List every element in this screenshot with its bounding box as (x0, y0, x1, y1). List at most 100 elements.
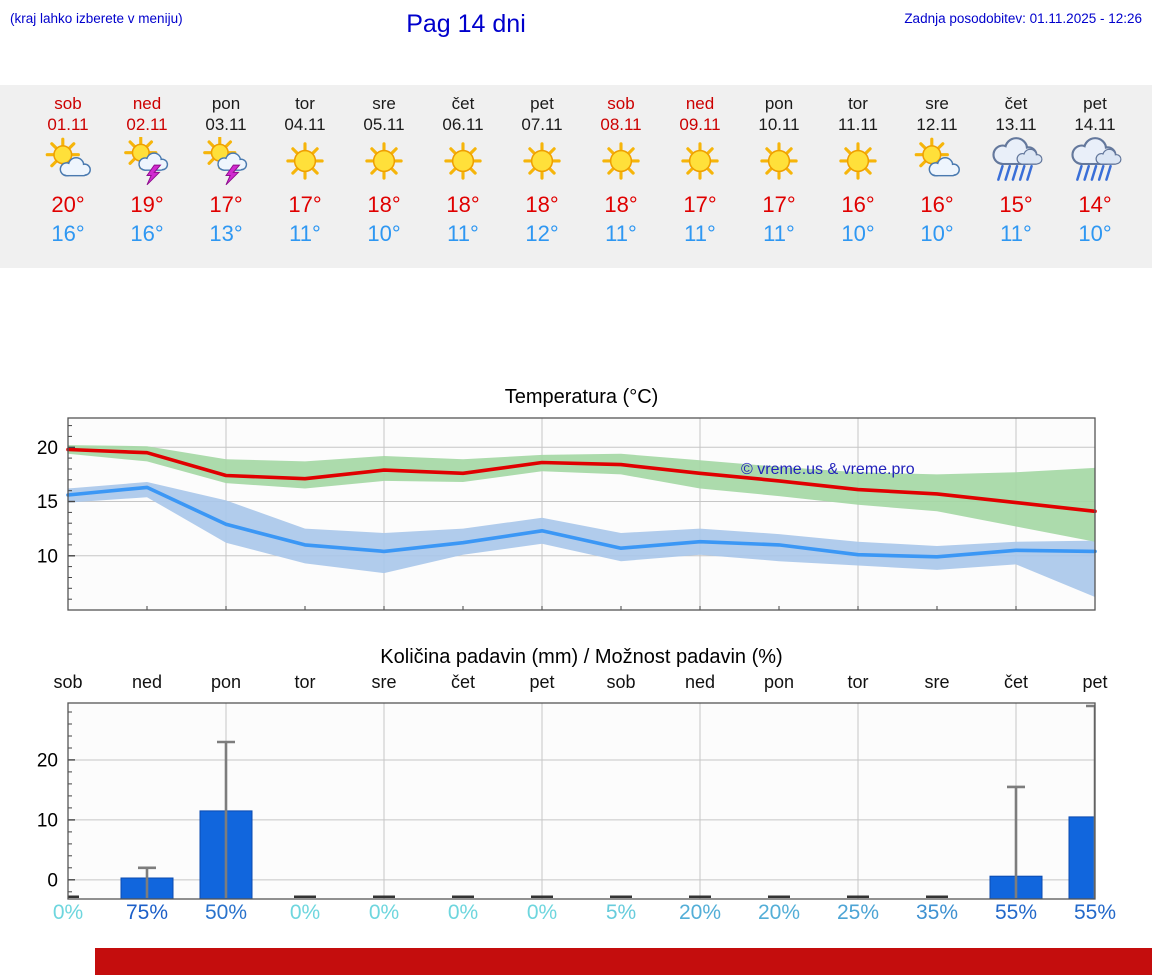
precip-day-label: pet (1082, 672, 1108, 692)
precip-ytick-label: 10 (37, 810, 58, 831)
day-date: 05.11 (363, 115, 405, 134)
day-date: 12.11 (916, 115, 958, 134)
sun-icon (661, 137, 740, 191)
day-date: 06.11 (442, 115, 484, 134)
precip-probability: 5% (605, 901, 637, 924)
low-temp: 11° (763, 221, 795, 246)
precip-probability: 0% (52, 901, 84, 924)
sun-icon (503, 137, 582, 191)
rain-icon (1056, 137, 1135, 191)
high-temp: 17° (288, 192, 322, 217)
low-temp: 10° (367, 221, 401, 246)
low-temp: 11° (684, 221, 716, 246)
page-title: Pag 14 dni (406, 10, 526, 38)
day-date: 07.11 (521, 115, 563, 134)
precip-day-label: čet (1003, 672, 1028, 692)
sun-icon (582, 137, 661, 191)
precip-probability: 0% (289, 901, 321, 924)
min-temp-line (66, 485, 1097, 559)
sun-icon (740, 137, 819, 191)
low-temp: 16° (51, 221, 85, 246)
high-temp: 17° (683, 192, 717, 217)
forecast-day-4: tor 04.11 17° 11° (266, 85, 345, 247)
day-date: 10.11 (758, 115, 800, 134)
precip-probability: 0% (368, 901, 400, 924)
precip-bar-zero (373, 895, 395, 898)
precip-bar-zero (68, 895, 79, 898)
day-name: čet (1004, 94, 1028, 113)
forecast-day-8: sob 08.11 18° 11° (582, 85, 661, 247)
day-date: 01.11 (47, 115, 89, 134)
precip-probability: 55% (1073, 901, 1117, 924)
precip-day-labels: sob ned pon tor sre čet pet sob ned pon tor sre čet p… (0, 672, 1152, 698)
day-date: 11.11 (837, 115, 879, 134)
precip-day-label: sre (371, 672, 397, 692)
menu-hint: (kraj lahko izberete v meniju) (10, 11, 183, 26)
precip-probability: 50% (204, 901, 248, 924)
precip-bar-zero (531, 895, 553, 898)
low-temp: 11° (1000, 221, 1032, 246)
high-temp: 19° (130, 192, 164, 217)
precip-day-label: pon (210, 672, 242, 692)
forecast-day-7: pet 07.11 18° 12° (503, 85, 582, 247)
forecast-day-6: čet 06.11 18° 11° (424, 85, 503, 247)
high-temp: 17° (762, 192, 796, 217)
precip-day-label: ned (684, 672, 716, 692)
precip-probability-labels: 0% 75% 50% 0% 0% 0% 0% 5% 20% 20% 25% 35% 55% 55% (0, 901, 1152, 927)
footer-bar (95, 948, 1152, 975)
low-temp: 10° (1078, 221, 1112, 246)
day-name: pon (211, 94, 241, 113)
precip-bar-zero (610, 895, 632, 898)
day-name: čet (451, 94, 475, 113)
temp-ytick-label: 15 (37, 492, 58, 513)
sun-icon (345, 137, 424, 191)
high-temp: 17° (209, 192, 243, 217)
temperature-chart: 10 15 20 © vreme.us & vreme.pro (37, 417, 1097, 611)
day-date: 13.11 (995, 115, 1037, 134)
precip-probability: 0% (447, 901, 479, 924)
day-name: sob (54, 94, 82, 113)
forecast-day-13: čet 13.11 15° 11° (977, 85, 1056, 247)
low-temp: 11° (605, 221, 637, 246)
high-temp: 18° (446, 192, 480, 217)
day-name: sob (607, 94, 635, 113)
precip-probability: 55% (994, 901, 1038, 924)
precip-bar-zero (452, 895, 474, 898)
sun-storm-icon (108, 136, 187, 191)
precip-bar-zero (768, 895, 790, 898)
day-date: 04.11 (284, 115, 326, 134)
precip-bar-zero (294, 895, 316, 898)
high-temp: 20° (51, 192, 85, 217)
low-temp: 16° (130, 221, 164, 246)
max-temp-band (68, 445, 1095, 542)
precipitation-chart: 0 10 20 (37, 702, 1096, 900)
high-temp: 18° (367, 192, 401, 217)
low-temp: 10° (920, 221, 954, 246)
precip-day-label: tor (294, 672, 316, 692)
forecast-day-10: pon 10.11 17° 11° (740, 85, 819, 247)
sun-cloud-icon (898, 137, 977, 191)
precip-probability: 20% (678, 901, 722, 924)
max-temp-line (66, 447, 1097, 514)
sun-icon (266, 137, 345, 191)
day-name: sre (372, 94, 396, 113)
precip-day-label: ned (131, 672, 163, 692)
temp-ytick-label: 20 (37, 438, 58, 459)
precip-day-label: čet (450, 672, 475, 692)
day-name: ned (685, 94, 715, 113)
temp-ytick-label: 10 (37, 546, 58, 567)
forecast-day-3: pon 03.11 17° 13° (187, 85, 266, 247)
precipitation-chart-title: Količina padavin (mm) / Možnost padavin … (380, 646, 783, 668)
precip-day-label: sre (924, 672, 950, 692)
sun-cloud-icon (29, 137, 108, 191)
precip-ytick-label: 0 (47, 870, 58, 891)
precip-day-label: tor (847, 672, 869, 692)
day-name: tor (848, 94, 868, 113)
precip-day-label: sob (53, 672, 83, 692)
precip-day-label: sob (606, 672, 636, 692)
day-name: pet (530, 94, 554, 113)
precip-bar (1068, 816, 1095, 899)
sun-icon (424, 137, 503, 191)
precip-probability: 25% (836, 901, 880, 924)
high-temp: 18° (525, 192, 559, 217)
